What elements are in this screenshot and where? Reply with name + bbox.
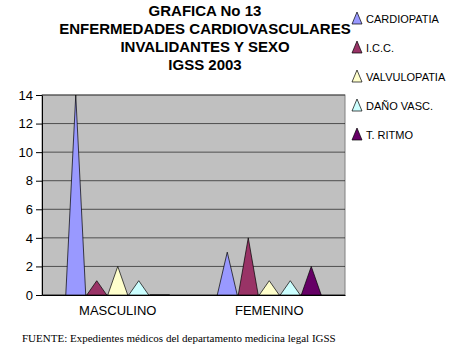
y-tick: 6 <box>26 202 42 217</box>
y-tick-label: 12 <box>19 116 33 131</box>
y-axis-line <box>42 96 43 296</box>
y-tick-mark <box>36 152 42 153</box>
y-tick-mark <box>36 266 42 267</box>
y-axis: 0 2 4 6 8 10 12 14 <box>19 88 43 303</box>
legend-item: CARDIOPATIA <box>352 12 440 25</box>
bar <box>238 238 258 295</box>
grid-line <box>42 152 345 153</box>
title-line: IGSS 2003 <box>168 56 241 73</box>
chart: GRAFICA No 13ENFERMEDADES CARDIOVASCULAR… <box>0 0 469 358</box>
bar <box>280 281 300 295</box>
bars <box>66 95 321 295</box>
legend-item: DAÑO VASC. <box>352 99 433 112</box>
x-tick-label: MASCULINO <box>79 303 156 318</box>
y-tick: 4 <box>26 231 42 246</box>
x-axis: MASCULINO FEMENINO <box>43 295 346 318</box>
legend-swatch <box>352 12 362 24</box>
grid-line <box>42 237 345 238</box>
y-tick-label: 4 <box>26 231 33 246</box>
y-tick-mark <box>36 181 42 182</box>
x-axis-line <box>43 295 346 296</box>
grid-line <box>42 266 345 267</box>
legend-swatch <box>352 70 362 82</box>
y-tick: 8 <box>26 173 42 188</box>
legend-swatch <box>352 128 362 140</box>
bar <box>66 95 86 295</box>
y-tick-mark <box>36 95 42 96</box>
legend-item: VALVULOPATIA <box>352 70 446 83</box>
legend-item: T. RITMO <box>352 128 413 141</box>
bar <box>129 281 149 295</box>
legend-label: DAÑO VASC. <box>366 100 433 112</box>
bar <box>259 281 279 295</box>
legend-item: I.C.C. <box>352 41 394 54</box>
grid-line <box>42 180 345 181</box>
y-tick-mark <box>36 238 42 239</box>
x-tick-label: FEMENINO <box>235 303 304 318</box>
y-tick: 14 <box>19 88 42 103</box>
legend-swatch <box>352 99 362 111</box>
y-tick-label: 14 <box>19 88 33 103</box>
y-tick-label: 6 <box>26 202 33 217</box>
y-tick-label: 0 <box>26 288 33 303</box>
y-tick-label: 2 <box>26 259 33 274</box>
title-line: GRAFICA No 13 <box>149 2 262 19</box>
bar <box>150 295 170 296</box>
y-tick-mark <box>36 209 42 210</box>
grid <box>42 95 345 295</box>
bar <box>217 252 237 295</box>
y-tick-mark <box>36 295 42 296</box>
y-tick-label: 10 <box>19 145 33 160</box>
title: GRAFICA No 13ENFERMEDADES CARDIOVASCULAR… <box>59 2 350 73</box>
plot-area <box>42 95 345 295</box>
grid-line <box>42 209 345 210</box>
legend: CARDIOPATIA I.C.C. VALVULOPATIA DAÑO VASC. T… <box>352 12 446 141</box>
x-tick: FEMENINO <box>235 295 304 318</box>
x-tick: MASCULINO <box>79 295 156 318</box>
y-tick: 12 <box>19 116 42 131</box>
y-tick-label: 8 <box>26 173 33 188</box>
bar <box>108 266 128 295</box>
annotations: FUENTE: Expedientes médicos del departam… <box>22 332 336 344</box>
legend-label: CARDIOPATIA <box>366 13 440 25</box>
grid-line <box>42 95 345 96</box>
legend-label: VALVULOPATIA <box>366 71 446 83</box>
legend-label: T. RITMO <box>366 129 413 141</box>
legend-swatch <box>352 41 362 53</box>
source-note: FUENTE: Expedientes médicos del departam… <box>22 332 336 344</box>
y-tick-mark <box>36 124 42 125</box>
title-line: ENFERMEDADES CARDIOVASCULARES <box>59 20 350 37</box>
y-tick: 0 <box>26 288 42 303</box>
title-line: INVALIDANTES Y SEXO <box>120 38 290 55</box>
bar <box>301 266 321 295</box>
y-tick: 2 <box>26 259 42 274</box>
y-tick: 10 <box>19 145 42 160</box>
grid-line <box>42 123 345 124</box>
bar <box>87 281 107 295</box>
legend-label: I.C.C. <box>366 42 394 54</box>
